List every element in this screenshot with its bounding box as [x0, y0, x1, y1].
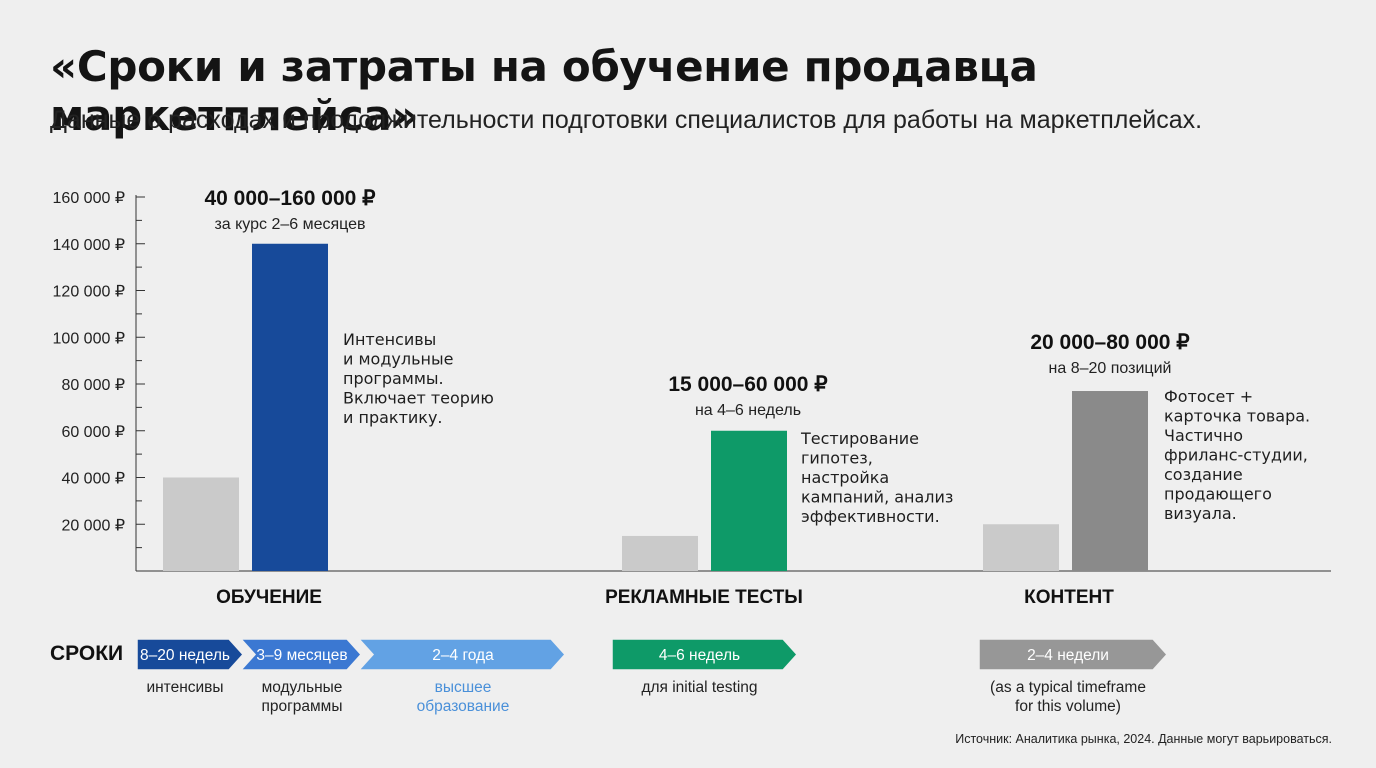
y-tick-label: 140 000 ₽: [53, 237, 125, 254]
timeline-arrow: [239, 638, 363, 671]
bar-note-line: Частично: [1164, 426, 1243, 445]
timeline-caption: (as a typical timeframe: [990, 679, 1146, 696]
timeline-caption: модульные: [262, 679, 343, 696]
bar-note-line: эффективности.: [801, 507, 940, 526]
timeline-caption: образование: [417, 698, 510, 715]
bar-note-line: и модульные: [343, 350, 453, 369]
timeline-arrow-text: 4–6 недель: [659, 647, 740, 664]
timeline-caption: высшее: [435, 679, 492, 696]
timeline-arrow-text: 2–4 недели: [1027, 647, 1109, 664]
range-label: 20 000–80 000 ₽: [1030, 331, 1190, 354]
timeline-arrow: [136, 638, 245, 671]
bar-note-line: Включает теорию: [343, 389, 494, 408]
timeline-caption: программы: [262, 698, 343, 715]
y-tick-label: 120 000 ₽: [53, 284, 125, 301]
bar-note-line: Фотосет +: [1164, 387, 1253, 406]
bar-note-line: гипотез,: [801, 449, 873, 468]
bar-note-line: карточка товара.: [1164, 407, 1310, 426]
source-note: Источник: Аналитика рынка, 2024. Данные …: [955, 732, 1332, 746]
bar-low: [983, 524, 1059, 571]
bar-note-line: программы.: [343, 369, 444, 388]
category-label: ОБУЧЕНИЕ: [216, 587, 322, 608]
timeline-caption: для initial testing: [641, 679, 757, 696]
y-tick-label: 20 000 ₽: [61, 517, 125, 534]
category-label: КОНТЕНТ: [1024, 587, 1114, 608]
range-sublabel: на 8–20 позиций: [1049, 360, 1172, 377]
category-label: РЕКЛАМНЫЕ ТЕСТЫ: [605, 587, 803, 608]
bar-high: [1072, 391, 1148, 571]
bar-high: [711, 430, 787, 571]
y-tick-label: 60 000 ₽: [61, 424, 125, 441]
timeline-label: СРОКИ: [50, 642, 124, 665]
range-label: 40 000–160 000 ₽: [204, 187, 376, 210]
page-subtitle: Данные о расходах и продолжительности по…: [50, 106, 1203, 134]
bar-note-line: кампаний, анализ: [801, 488, 953, 507]
bar-note-line: визуала.: [1164, 504, 1237, 523]
timeline-caption: интенсивы: [146, 679, 223, 696]
timeline-caption: for this volume): [1015, 698, 1121, 715]
timeline-arrow: [357, 638, 567, 671]
y-tick-label: 100 000 ₽: [53, 330, 125, 347]
page-title: «Сроки и затраты на обучение продавца ма…: [50, 42, 1038, 140]
timeline-arrow-text: 2–4 года: [432, 647, 494, 664]
range-sublabel: за курс 2–6 месяцев: [214, 216, 365, 233]
y-tick-label: 80 000 ₽: [61, 377, 125, 394]
timeline-arrow: [611, 638, 799, 671]
bar-note-line: и практику.: [343, 408, 443, 427]
bar-high: [252, 243, 328, 571]
bar-note-line: настройка: [801, 468, 889, 487]
bar-note-line: Тестирование: [800, 429, 919, 448]
bar-low: [163, 477, 239, 571]
bar-note-line: Интенсивы: [343, 330, 436, 349]
bar-note-line: фриланс-студии,: [1164, 446, 1308, 465]
timeline-arrow: [978, 638, 1169, 671]
y-tick-label: 40 000 ₽: [61, 471, 125, 488]
y-tick-label: 160 000 ₽: [53, 190, 125, 207]
bar-note-line: создание: [1164, 465, 1243, 484]
bar-low: [622, 535, 698, 571]
timeline-arrow-text: 8–20 недель: [140, 647, 230, 664]
timeline-arrow-text: 3–9 месяцев: [256, 647, 347, 664]
bar-note-line: продающего: [1164, 485, 1272, 504]
range-label: 15 000–60 000 ₽: [668, 373, 828, 396]
range-sublabel: на 4–6 недель: [695, 402, 801, 419]
